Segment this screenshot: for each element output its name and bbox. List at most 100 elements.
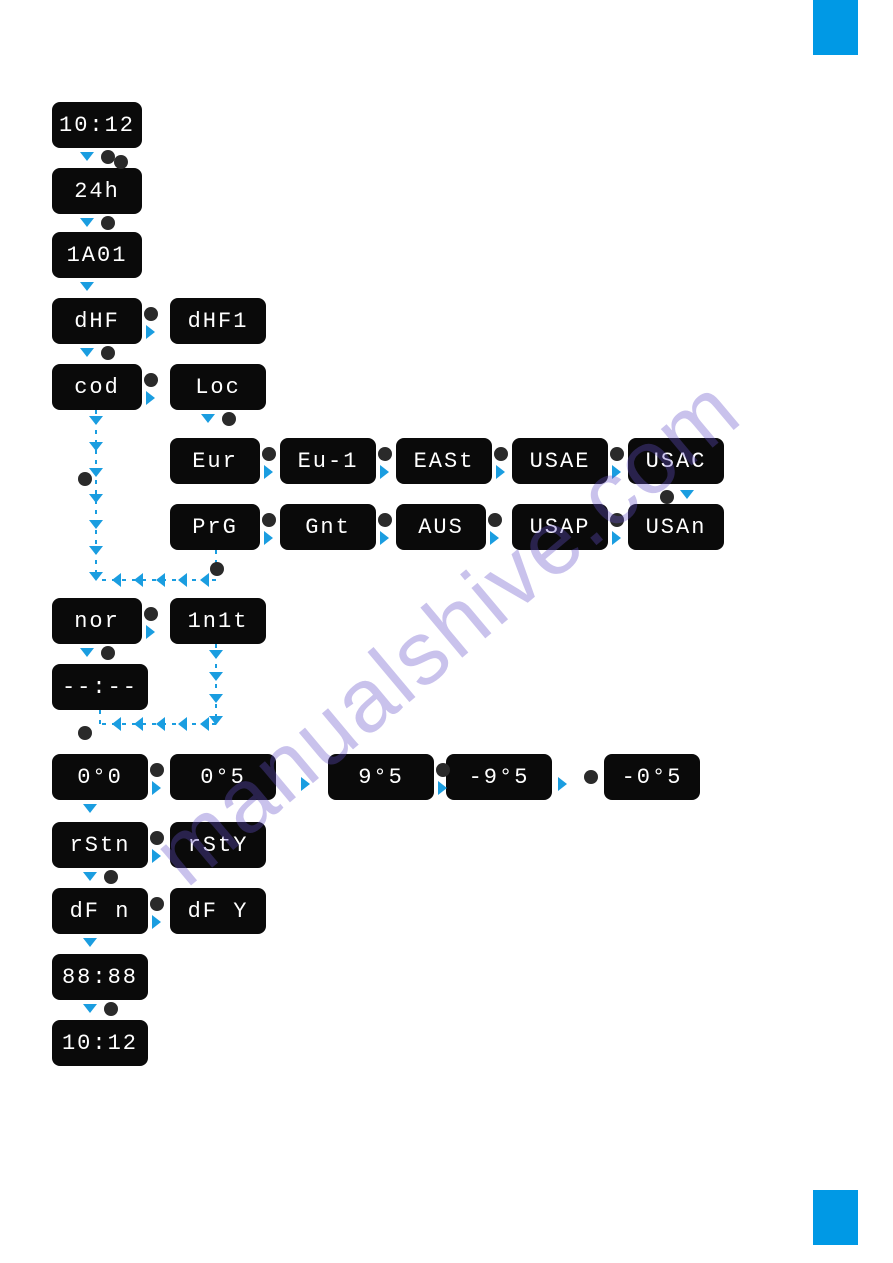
lcd-node-n19: 1n1t <box>170 598 266 644</box>
lcd-node-n4: dHF <box>52 298 142 344</box>
arrow-down-icon <box>80 348 94 357</box>
lcd-node-n30: 88:88 <box>52 954 148 1000</box>
nav-dot <box>436 763 450 777</box>
lcd-text: nor <box>74 609 120 634</box>
lcd-node-n27: rStY <box>170 822 266 868</box>
lcd-text: 0°0 <box>77 765 123 790</box>
lcd-text: -9°5 <box>469 765 530 790</box>
lcd-text: Gnt <box>305 515 351 540</box>
arrow-right-icon <box>490 531 499 545</box>
arrow-right-icon <box>152 915 161 929</box>
lcd-text: 1A01 <box>67 243 128 268</box>
lcd-text: 9°5 <box>358 765 404 790</box>
nav-dot <box>610 447 624 461</box>
lcd-text: Loc <box>195 375 241 400</box>
arrow-down-icon <box>80 218 94 227</box>
lcd-text: Eu-1 <box>298 449 359 474</box>
lcd-text: dF Y <box>188 899 249 924</box>
lcd-node-n24: -9°5 <box>446 754 552 800</box>
arrow-right-icon <box>146 625 155 639</box>
nav-dot <box>104 870 118 884</box>
arrow-down-icon <box>80 648 94 657</box>
lcd-text: 88:88 <box>62 965 138 990</box>
lcd-node-n14: Gnt <box>280 504 376 550</box>
lcd-text: rStY <box>188 833 249 858</box>
lcd-node-n22: 0°5 <box>170 754 276 800</box>
lcd-node-n6: cod <box>52 364 142 410</box>
nav-dot <box>610 513 624 527</box>
arrow-down-icon <box>83 938 97 947</box>
nav-dot <box>114 155 128 169</box>
arrow-down-icon <box>83 804 97 813</box>
arrow-right-icon <box>438 781 447 795</box>
arrow-right-icon <box>612 531 621 545</box>
arrow-right-icon <box>152 781 161 795</box>
lcd-text: 10:12 <box>62 1031 138 1056</box>
nav-dot <box>222 412 236 426</box>
arrow-left-icon <box>134 717 143 731</box>
lcd-text: 24h <box>74 179 120 204</box>
arrow-right-icon <box>146 391 155 405</box>
arrow-down-icon <box>83 1004 97 1013</box>
lcd-node-n23: 9°5 <box>328 754 434 800</box>
arrow-left-icon <box>178 573 187 587</box>
lcd-text: USAE <box>530 449 591 474</box>
lcd-text: rStn <box>70 833 131 858</box>
lcd-node-n9: Eu-1 <box>280 438 376 484</box>
lcd-text: EASt <box>414 449 475 474</box>
arrow-right-icon <box>380 531 389 545</box>
arrow-down-icon <box>209 672 223 681</box>
nav-dot <box>488 513 502 527</box>
lcd-node-n1: 10:12 <box>52 102 142 148</box>
arrow-right-icon <box>496 465 505 479</box>
arrow-right-icon <box>152 849 161 863</box>
nav-dot <box>378 513 392 527</box>
nav-dot <box>660 490 674 504</box>
lcd-node-n15: AUS <box>396 504 486 550</box>
nav-dot <box>104 1002 118 1016</box>
lcd-text: 0°5 <box>200 765 246 790</box>
arrow-left-icon <box>156 717 165 731</box>
nav-dot <box>584 770 598 784</box>
nav-dot <box>78 726 92 740</box>
arrow-right-icon <box>301 777 310 791</box>
lcd-text: dF n <box>70 899 131 924</box>
nav-dot <box>144 307 158 321</box>
nav-dot <box>144 607 158 621</box>
arrow-down-icon <box>89 494 103 503</box>
arrow-down-icon <box>83 872 97 881</box>
nav-dot <box>262 447 276 461</box>
nav-dot <box>101 646 115 660</box>
lcd-node-n13: PrG <box>170 504 260 550</box>
arrow-down-icon <box>89 546 103 555</box>
lcd-node-n2: 24h <box>52 168 142 214</box>
arrow-right-icon <box>558 777 567 791</box>
lcd-node-n17: USAn <box>628 504 724 550</box>
arrow-down-icon <box>209 650 223 659</box>
lcd-text: PrG <box>192 515 238 540</box>
lcd-node-n25: -0°5 <box>604 754 700 800</box>
lcd-text: 10:12 <box>59 113 135 138</box>
arrow-down-icon <box>80 282 94 291</box>
nav-dot <box>101 216 115 230</box>
nav-dot <box>144 373 158 387</box>
flowchart-canvas: 10:12 24h 1A01 dHF dHF1 cod Loc Eur Eu-1 EASt USAE… <box>0 0 893 1263</box>
lcd-node-n8: Eur <box>170 438 260 484</box>
arrow-down-icon <box>680 490 694 499</box>
lcd-text: dHF1 <box>188 309 249 334</box>
lcd-node-n28: dF n <box>52 888 148 934</box>
lcd-node-n18: nor <box>52 598 142 644</box>
lcd-node-n12: USAC <box>628 438 724 484</box>
arrow-right-icon <box>146 325 155 339</box>
lcd-text: dHF <box>74 309 120 334</box>
arrow-left-icon <box>134 573 143 587</box>
arrow-left-icon <box>156 573 165 587</box>
lcd-text: Eur <box>192 449 238 474</box>
lcd-text: USAn <box>646 515 707 540</box>
arrow-left-icon <box>200 573 209 587</box>
lcd-node-n11: USAE <box>512 438 608 484</box>
arrow-down-icon <box>89 520 103 529</box>
lcd-node-n16: USAP <box>512 504 608 550</box>
arrow-down-icon <box>209 694 223 703</box>
lcd-node-n26: rStn <box>52 822 148 868</box>
